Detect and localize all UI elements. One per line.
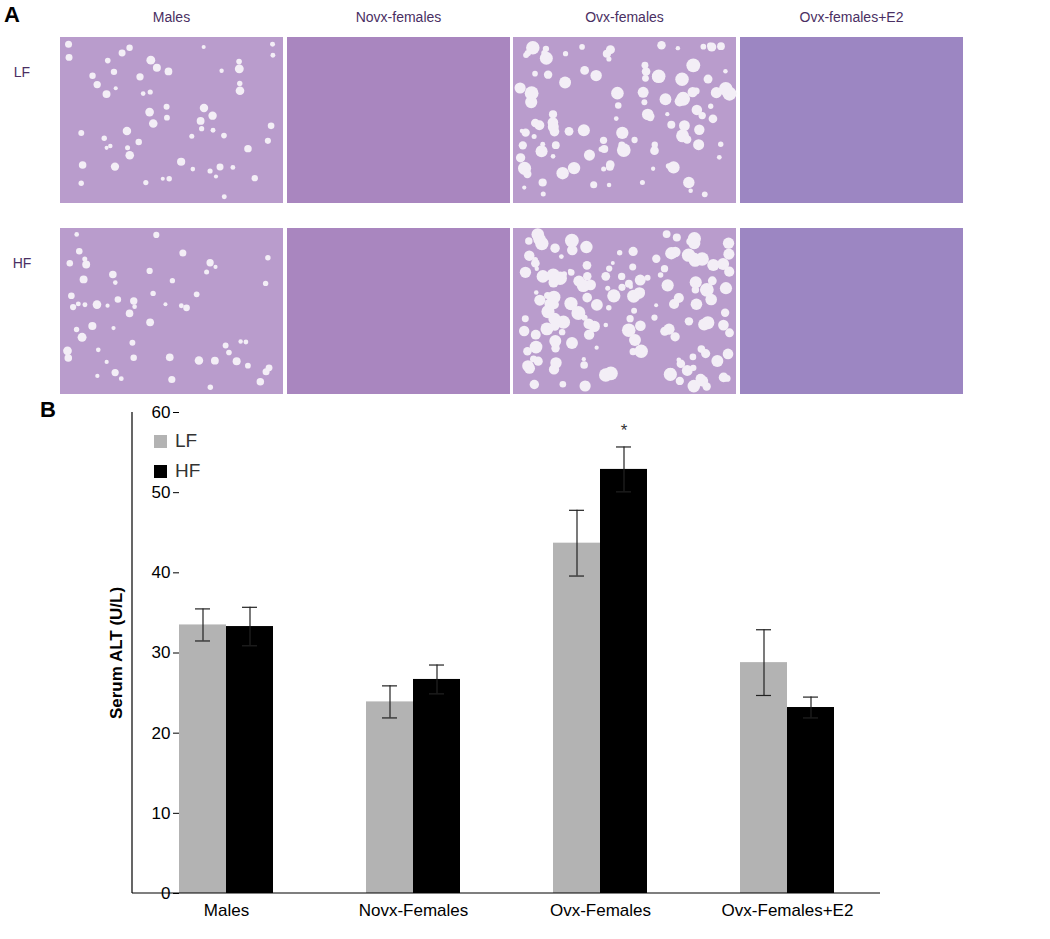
svg-text:Males: Males — [204, 901, 249, 920]
svg-text:Ovx-females+E2: Ovx-females+E2 — [800, 9, 904, 25]
svg-text:Serum ALT (U/L): Serum ALT (U/L) — [107, 587, 126, 719]
svg-text:10: 10 — [152, 804, 171, 823]
svg-text:0: 0 — [161, 883, 171, 903]
svg-text:Novx-Females: Novx-Females — [359, 901, 469, 920]
html-text:LF: LF — [175, 430, 198, 451]
svg-text:Ovx-Females+E2: Ovx-Females+E2 — [722, 901, 854, 920]
svg-text:Novx-females: Novx-females — [356, 9, 442, 25]
svg-text:50: 50 — [152, 483, 171, 502]
svg-text:30: 30 — [152, 643, 171, 662]
html-text:HF: HF — [175, 460, 201, 481]
svg-text:Ovx-Females: Ovx-Females — [550, 901, 651, 920]
svg-text:LF: LF — [14, 64, 30, 80]
svg-text:*: * — [621, 421, 628, 440]
svg-text:HF: HF — [13, 255, 32, 271]
svg-text:A: A — [4, 2, 20, 27]
svg-text:40: 40 — [152, 563, 171, 582]
svg-text:Males: Males — [153, 9, 190, 25]
svg-text:Ovx-females: Ovx-females — [585, 9, 664, 25]
svg-text:20: 20 — [152, 724, 171, 743]
html-text:B: B — [40, 397, 56, 422]
svg-text:60: 60 — [152, 403, 171, 422]
